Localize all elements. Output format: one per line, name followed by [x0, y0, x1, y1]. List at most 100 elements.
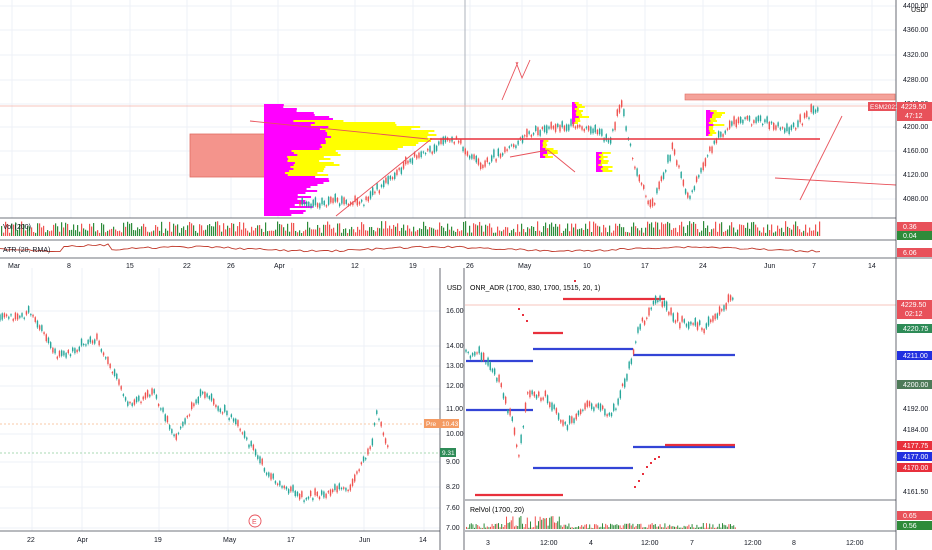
- top-candle: [717, 131, 720, 138]
- bottom-right-panel[interactable]: USD ONR_ADR (1700, 830, 1700, 1515, 20, …: [447, 268, 932, 550]
- volume-bar: [333, 227, 335, 236]
- br-candle: [575, 413, 577, 420]
- profile-bar-core: [706, 120, 711, 122]
- volume-bar: [465, 221, 467, 236]
- volume-bar: [133, 230, 135, 236]
- relvol-bar: [653, 524, 655, 529]
- relvol-bar: [650, 524, 651, 529]
- volume-bar: [249, 232, 251, 236]
- volume-bar: [603, 224, 605, 236]
- profile-bar-core: [264, 158, 289, 160]
- top-candle: [614, 122, 616, 131]
- relvol-bar: [659, 524, 661, 529]
- volume-bar: [227, 225, 229, 236]
- profile-bar: [540, 146, 547, 148]
- relvol-bar: [488, 527, 490, 529]
- relvol-bar: [669, 524, 671, 529]
- volume-bar: [391, 228, 393, 236]
- bl-candle: [294, 490, 296, 497]
- top-candle: [654, 203, 656, 205]
- top-panel[interactable]: Vol (200) ATR (20, RMA) USD 4400.00 4360.…: [0, 0, 932, 270]
- profile-bar: [540, 140, 549, 142]
- bl-candle: [157, 403, 160, 407]
- top-candle: [515, 145, 517, 149]
- volume-bar: [783, 232, 785, 236]
- profile-bar: [572, 118, 580, 120]
- relvol-bar: [699, 526, 701, 529]
- relvol-bar: [472, 524, 474, 529]
- volume-bar: [631, 226, 633, 236]
- profile-bar: [264, 154, 341, 156]
- top-candle: [365, 196, 367, 201]
- relvol-bar: [606, 525, 608, 529]
- profile-bar: [264, 170, 324, 172]
- br-level-dot: [522, 314, 524, 316]
- top-candle: [385, 177, 387, 183]
- profile-bar: [264, 206, 313, 208]
- br-candle: [685, 323, 688, 327]
- br-candle: [516, 444, 518, 447]
- volume-bar: [435, 229, 437, 236]
- volume-bar: [455, 231, 457, 236]
- top-candle: [380, 184, 383, 187]
- volume-bar: [43, 225, 45, 236]
- volume-bar: [735, 232, 737, 236]
- bottom-left-panel[interactable]: E 16.00 14.00 13.00 12.00 11.00 10.00 9.00 8.20…: [0, 268, 464, 550]
- profile-bar-core: [596, 160, 602, 162]
- volume-bar: [531, 226, 533, 236]
- volume-bar: [795, 221, 797, 236]
- volume-bar: [489, 223, 491, 236]
- volume-bar: [739, 224, 741, 236]
- relvol-bar: [627, 523, 629, 529]
- volume-bar: [799, 229, 801, 236]
- volume-bar: [91, 226, 93, 236]
- top-candle: [526, 129, 528, 138]
- volume-bar: [679, 225, 681, 236]
- profile-bar: [596, 156, 608, 158]
- bl-price-tick: 10.00: [446, 431, 464, 438]
- relvol-bar: [586, 524, 587, 529]
- top-candle: [570, 119, 572, 126]
- volume-bar: [287, 223, 289, 236]
- bl-candle: [360, 462, 363, 465]
- br-candle: [546, 395, 549, 404]
- top-candle: [728, 120, 731, 129]
- top-candle: [563, 125, 566, 131]
- top-candle: [312, 199, 314, 207]
- volume-bar: [299, 230, 301, 236]
- volume-bar: [259, 225, 261, 236]
- top-candle: [713, 140, 715, 144]
- volume-bar: [521, 223, 523, 236]
- top-candle: [453, 142, 455, 144]
- profile-bar: [540, 148, 554, 150]
- volume-bar: [161, 221, 163, 236]
- top-date-tick: Jun: [764, 263, 775, 270]
- volume-bar: [237, 226, 239, 236]
- volume-bar: [365, 230, 367, 236]
- top-currency: USD: [911, 7, 926, 14]
- volume-bar: [105, 232, 107, 236]
- volume-bar: [549, 224, 551, 236]
- volume-bar: [703, 221, 705, 236]
- bl-candle: [142, 396, 144, 400]
- volume-bar: [53, 224, 55, 236]
- bl-candle: [221, 412, 224, 414]
- volume-bar: [565, 228, 567, 236]
- top-candle: [695, 176, 698, 182]
- relvol-bar: [686, 526, 688, 529]
- relvol-bar: [525, 524, 527, 529]
- volume-bar: [193, 225, 195, 236]
- bl-candle: [133, 399, 136, 405]
- earnings-marker-circle[interactable]: [248, 514, 262, 528]
- relvol-bar: [613, 525, 615, 529]
- volume-bar: [801, 232, 803, 236]
- relvol-bar: [579, 526, 581, 529]
- bl-candle: [188, 414, 191, 416]
- br-candle: [639, 324, 641, 330]
- bl-candle: [45, 334, 47, 342]
- br-date-tick: 7: [690, 540, 694, 547]
- volume-bar: [685, 232, 687, 236]
- volume-bar: [737, 229, 739, 236]
- volume-bar: [343, 229, 345, 236]
